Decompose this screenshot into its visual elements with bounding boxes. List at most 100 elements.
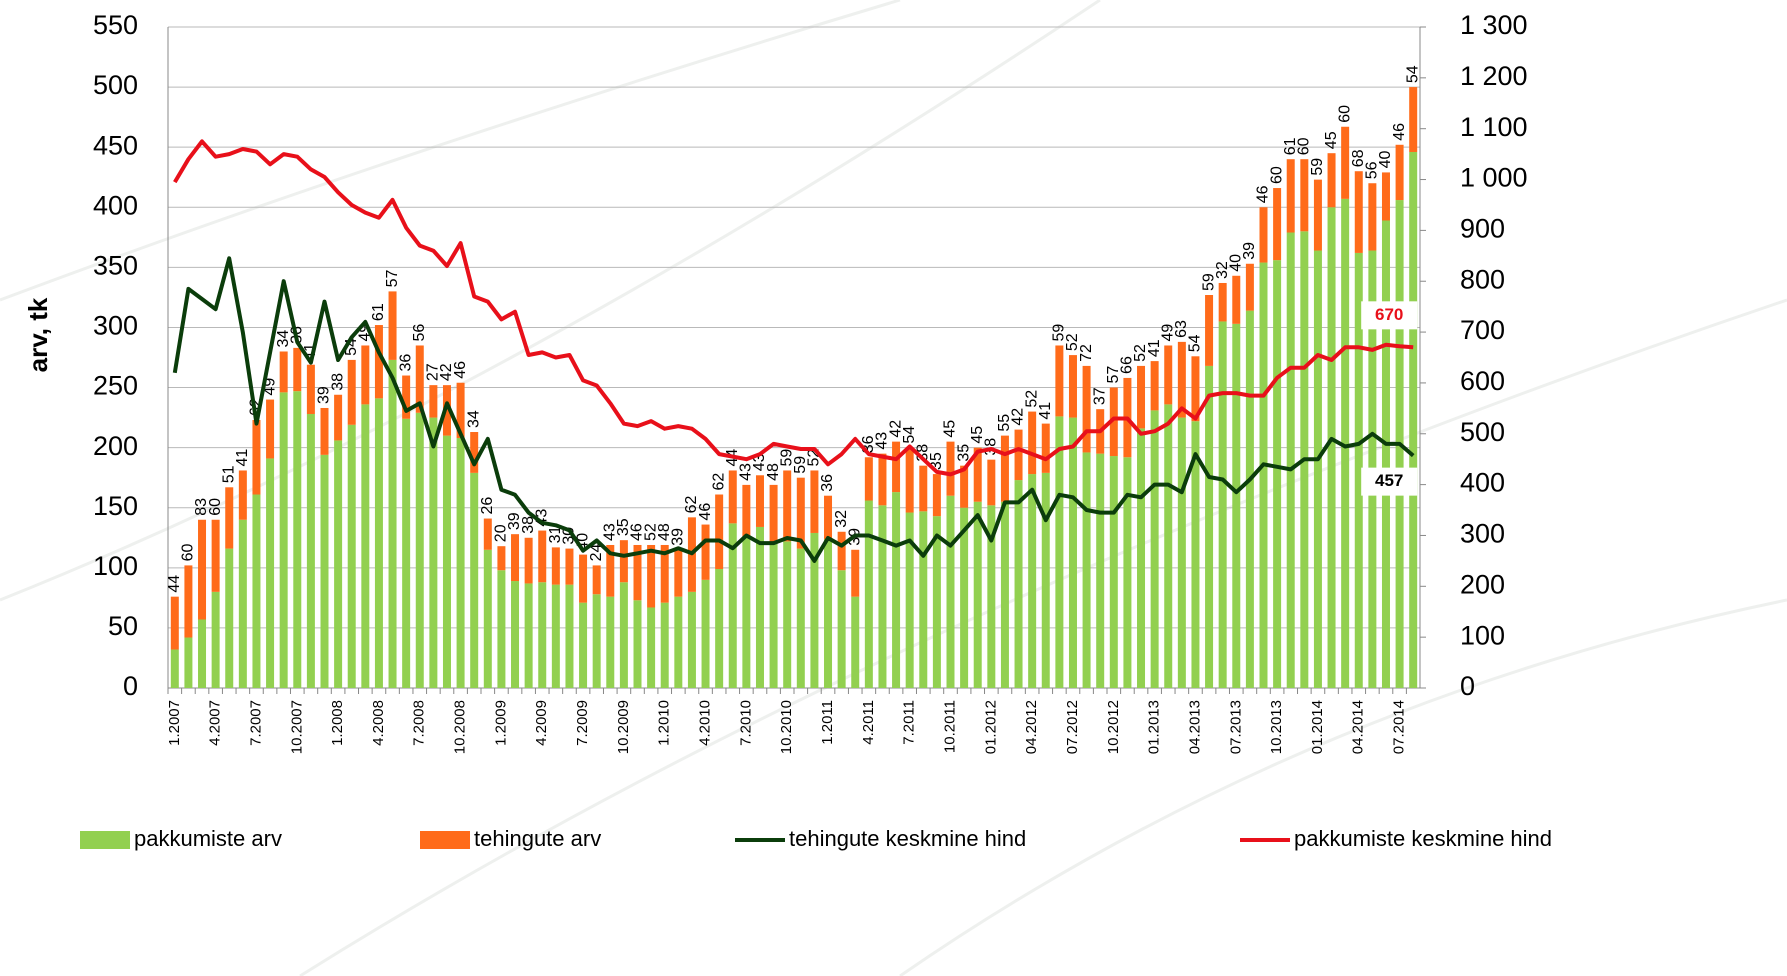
y2-tick-label: 0	[1460, 671, 1475, 701]
bar	[783, 470, 792, 542]
x-tick-label: 4.2011	[860, 700, 877, 745]
data-label: 46	[697, 503, 714, 521]
bar	[511, 581, 520, 688]
bar	[973, 501, 982, 688]
x-tick-label: 10.2011	[941, 700, 958, 753]
bar	[1395, 144, 1404, 201]
bar	[1232, 323, 1241, 688]
bar	[483, 549, 492, 688]
x-tick-label: 7.2011	[901, 700, 918, 745]
data-label: 31	[547, 525, 564, 543]
bar	[483, 518, 492, 550]
bar	[592, 565, 601, 595]
data-label: 457	[1375, 471, 1403, 490]
bar	[470, 432, 479, 473]
bar	[905, 512, 914, 688]
bar	[1245, 310, 1254, 688]
data-label: 26	[479, 497, 496, 515]
bar	[1137, 428, 1146, 688]
x-tick-label: 07.2012	[1064, 700, 1081, 754]
bar	[1273, 188, 1282, 261]
bar	[565, 584, 574, 688]
bar	[755, 475, 764, 527]
y2-tick-label: 400	[1460, 468, 1505, 498]
bar	[606, 596, 615, 688]
x-tick-label: 4.2007	[207, 700, 224, 746]
data-label: 57	[1105, 366, 1122, 384]
y-tick-label: 500	[93, 70, 138, 100]
data-label: 68	[1350, 149, 1367, 167]
bar	[1327, 153, 1336, 208]
data-label: 39	[670, 528, 687, 546]
bar	[1177, 417, 1186, 688]
bar	[415, 345, 424, 413]
data-label: 46	[452, 361, 469, 379]
data-label: 41	[1037, 402, 1054, 420]
data-label: 41	[234, 449, 251, 467]
y-tick-label: 550	[93, 10, 138, 40]
x-tick-label: 4.2009	[533, 700, 550, 746]
bar	[266, 399, 275, 459]
x-tick-label: 10.2008	[452, 700, 469, 754]
bar	[184, 637, 193, 688]
y2-tick-label: 1 200	[1460, 61, 1528, 91]
bar	[1286, 232, 1295, 688]
bar	[946, 441, 955, 496]
bar	[660, 544, 669, 603]
data-label: 45	[942, 420, 959, 438]
bar	[1068, 355, 1077, 418]
bar	[987, 459, 996, 506]
bar	[864, 500, 873, 688]
bar	[1150, 410, 1159, 688]
data-label: 39	[316, 386, 333, 404]
bar	[334, 440, 343, 688]
data-label: 43	[874, 432, 891, 450]
bar	[374, 325, 383, 399]
data-label: 54	[1187, 334, 1204, 352]
y2-tick-label: 800	[1460, 264, 1505, 294]
data-label: 42	[438, 363, 455, 381]
bar	[551, 547, 560, 585]
data-label: 42	[1010, 408, 1027, 426]
bar	[824, 538, 833, 688]
bar	[674, 549, 683, 597]
bar	[701, 579, 710, 688]
data-label: 670	[1375, 305, 1403, 324]
data-label: 60	[1296, 137, 1313, 155]
bar	[1068, 417, 1077, 688]
bar	[932, 474, 941, 517]
data-label: 51	[220, 465, 237, 483]
bar	[851, 549, 860, 597]
data-label: 34	[275, 330, 292, 348]
bar	[796, 477, 805, 549]
y-tick-label: 350	[93, 250, 138, 280]
x-tick-label: 4.2010	[697, 700, 714, 746]
y-tick-label: 250	[93, 371, 138, 401]
bar	[279, 392, 288, 688]
data-label: 56	[1364, 161, 1381, 179]
y-tick-label: 400	[93, 190, 138, 220]
x-tick-label: 1.2007	[166, 700, 183, 746]
x-tick-label: 01.2013	[1146, 700, 1163, 754]
data-label: 57	[384, 270, 401, 288]
data-label: 38	[520, 516, 537, 534]
bar	[252, 419, 261, 495]
bar	[647, 607, 656, 688]
data-label: 35	[615, 518, 632, 536]
data-label: 32	[833, 510, 850, 528]
data-label: 38	[329, 373, 346, 391]
y-tick-label: 0	[123, 671, 138, 701]
bar	[769, 542, 778, 688]
bar	[374, 398, 383, 688]
bar	[1082, 365, 1091, 453]
bar	[1150, 361, 1159, 411]
x-tick-label: 07.2013	[1227, 700, 1244, 754]
bar	[919, 511, 928, 688]
data-label: 36	[397, 354, 414, 372]
bar	[1041, 472, 1050, 688]
data-label: 60	[180, 544, 197, 562]
y2-tick-label: 600	[1460, 366, 1505, 396]
data-label: 42	[887, 420, 904, 438]
y-tick-label: 300	[93, 311, 138, 341]
bar	[674, 596, 683, 688]
